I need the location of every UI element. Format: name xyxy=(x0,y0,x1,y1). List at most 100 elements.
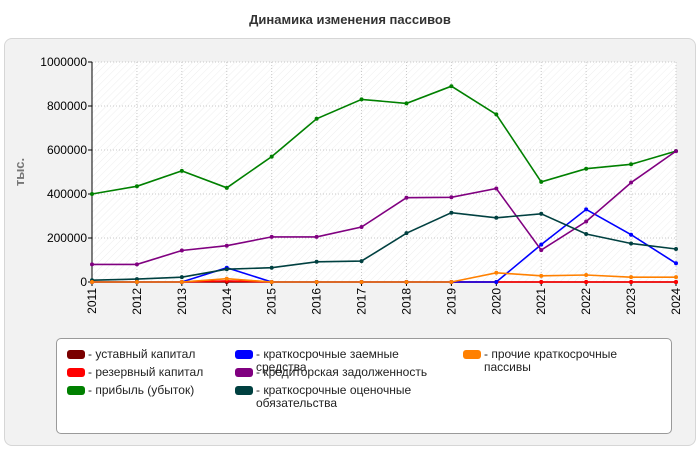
x-tick-label: 2011 xyxy=(85,288,99,314)
data-point xyxy=(674,275,678,280)
legend-item: - краткосрочные заемные средства xyxy=(235,348,399,374)
x-tick-label: 2013 xyxy=(175,288,189,315)
data-point xyxy=(629,241,634,246)
legend-item: - прочие краткосрочные пассивы xyxy=(463,348,617,374)
x-tick-label: 2024 xyxy=(669,288,683,315)
plot-area-hatch xyxy=(92,62,676,282)
series-line-4 xyxy=(92,150,677,266)
legend-item: - кредиторская задолженность xyxy=(235,366,427,379)
data-point xyxy=(269,154,274,159)
data-point xyxy=(314,116,319,121)
legend-label: - кредиторская задолженность xyxy=(256,365,428,379)
data-point xyxy=(314,259,319,264)
data-point xyxy=(269,280,274,284)
legend-swatch xyxy=(463,350,481,359)
data-point xyxy=(449,210,454,215)
y-axis-label: тыс. xyxy=(12,158,27,186)
data-point xyxy=(494,280,499,284)
x-tick-label: 2016 xyxy=(310,288,324,315)
data-point xyxy=(179,275,184,280)
data-point xyxy=(584,207,589,212)
legend-item: - резервный капитал xyxy=(67,366,203,379)
data-point xyxy=(269,265,274,270)
data-point xyxy=(314,280,319,284)
data-point xyxy=(359,97,364,102)
legend-label: - резервный капитал xyxy=(88,365,204,379)
data-point xyxy=(134,184,139,189)
legend-swatch xyxy=(67,350,85,359)
data-point xyxy=(539,273,544,278)
legend-swatch xyxy=(67,368,85,377)
data-point xyxy=(539,280,544,284)
data-point xyxy=(179,280,184,284)
data-point xyxy=(674,149,678,154)
data-point xyxy=(404,280,409,284)
legend-swatch xyxy=(235,368,253,377)
x-tick-label: 2023 xyxy=(624,288,638,315)
x-tick-label: 2014 xyxy=(220,288,234,315)
data-point xyxy=(584,219,589,224)
legend-label: - уставный капитал xyxy=(88,347,196,361)
data-point xyxy=(179,168,184,173)
data-point xyxy=(584,166,589,171)
data-point xyxy=(449,195,454,200)
legend-swatch xyxy=(67,386,85,395)
data-point xyxy=(674,247,678,251)
x-tick-label: 2015 xyxy=(265,288,279,315)
data-point xyxy=(404,195,409,200)
legend-swatch xyxy=(235,350,253,359)
legend-label: - краткосрочные заемные средства xyxy=(256,347,399,374)
data-point xyxy=(224,276,229,281)
data-point xyxy=(404,101,409,106)
data-point xyxy=(224,185,229,190)
x-tick-label: 2022 xyxy=(579,288,593,315)
x-tick-label: 2020 xyxy=(489,288,503,315)
data-point xyxy=(539,179,544,184)
data-point xyxy=(90,280,94,284)
legend: - уставный капитал - резервный капитал - п… xyxy=(56,338,672,434)
data-point xyxy=(539,242,544,247)
data-point xyxy=(629,232,634,237)
legend-label: - краткосрочные оценочные обязательства xyxy=(256,383,412,410)
x-tick-label: 2018 xyxy=(399,288,413,315)
data-point xyxy=(90,192,94,196)
x-tick-label: 2021 xyxy=(534,288,548,315)
data-point xyxy=(404,231,409,236)
data-point xyxy=(269,234,274,239)
data-point xyxy=(494,186,499,191)
data-point xyxy=(584,232,589,237)
legend-item: - уставный капитал xyxy=(67,348,195,361)
series-line-6 xyxy=(92,271,676,283)
series-line-5 xyxy=(91,211,677,281)
data-point xyxy=(539,248,544,253)
data-point xyxy=(494,270,499,275)
data-point xyxy=(584,272,589,277)
data-point xyxy=(359,259,364,264)
data-point xyxy=(539,211,544,216)
data-point xyxy=(449,84,454,89)
line-chart: 0 200000 400000 600000 800000 1000000 2011 2012… xyxy=(12,55,683,315)
x-tick-label: 2017 xyxy=(355,288,369,315)
data-point xyxy=(629,162,634,167)
chart-title: Динамика изменения пассивов xyxy=(249,12,451,27)
legend-swatch xyxy=(235,386,253,395)
data-point xyxy=(494,112,499,117)
y-tick-label: 200000 xyxy=(47,231,87,245)
data-point xyxy=(359,280,364,284)
data-point xyxy=(674,261,678,266)
data-point xyxy=(629,180,634,185)
data-point xyxy=(224,243,229,248)
data-point xyxy=(449,280,454,284)
y-tick-label: 1000000 xyxy=(40,55,87,69)
data-point xyxy=(134,262,139,267)
legend-label: - прибыль (убыток) xyxy=(88,383,195,397)
data-point xyxy=(359,225,364,229)
data-point xyxy=(90,262,94,267)
series-line-2 xyxy=(91,85,677,195)
data-point xyxy=(134,277,139,282)
legend-item: - прибыль (убыток) xyxy=(67,384,194,397)
data-point xyxy=(584,280,589,284)
y-tick-label: 0 xyxy=(80,275,87,289)
y-tick-label: 400000 xyxy=(47,187,87,201)
data-point xyxy=(629,275,634,280)
